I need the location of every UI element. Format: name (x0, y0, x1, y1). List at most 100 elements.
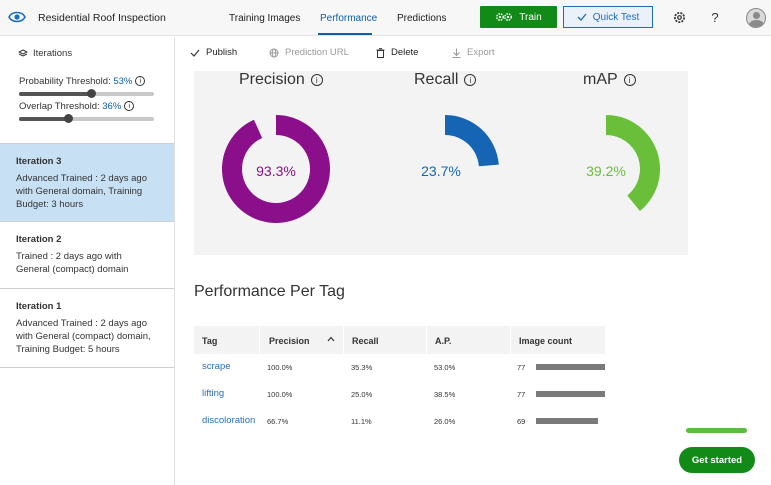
overlap-threshold-slider[interactable] (19, 114, 154, 123)
sort-ascending-icon[interactable] (327, 336, 335, 342)
info-icon[interactable]: i (464, 74, 477, 86)
slider-fill (19, 92, 91, 96)
column-header-image-count[interactable]: Image count (519, 336, 573, 346)
precision-value: 93.3% (256, 163, 296, 179)
user-avatar[interactable] (746, 8, 766, 28)
info-icon[interactable]: i (135, 76, 146, 87)
gauge-arc (445, 115, 499, 167)
column-header-precision[interactable]: Precision (269, 336, 310, 346)
quick-test-button[interactable]: Quick Test (563, 6, 653, 28)
gears-icon (496, 13, 513, 21)
top-bar: Residential Roof Inspection Training Ima… (0, 0, 771, 36)
checkmark-icon (577, 13, 587, 21)
info-icon[interactable]: i (310, 74, 323, 86)
column-header-ap[interactable]: A.P. (435, 336, 452, 346)
precision-cell: 66.7% (267, 417, 289, 426)
image-count-bar (536, 391, 605, 397)
table-row: scrape 100.0% 35.3% 53.0% 77 (194, 354, 605, 381)
getting-started-progress (686, 428, 747, 433)
iteration-description: Advanced Trained : 2 days ago with Gener… (16, 318, 151, 355)
settings-gear-icon[interactable] (672, 10, 686, 24)
slider-fill (19, 117, 68, 121)
gauge-arc (222, 115, 330, 223)
map-value: 39.2% (586, 163, 626, 179)
get-started-button[interactable]: Get started (679, 447, 755, 473)
prediction-url-label: Prediction URL (285, 47, 349, 58)
globe-icon (269, 48, 279, 57)
download-icon (452, 48, 461, 58)
table-row: lifting 100.0% 25.0% 38.5% 77 (194, 381, 605, 408)
export-button[interactable]: Export (452, 47, 494, 58)
probability-threshold-value: 53% (113, 76, 133, 87)
info-icon[interactable]: i (124, 101, 135, 112)
train-button[interactable]: Train (480, 6, 557, 28)
trash-icon (376, 47, 385, 58)
recall-gauge (445, 115, 499, 167)
column-header-recall[interactable]: Recall (352, 336, 379, 346)
gauge-arc (606, 115, 660, 212)
table-header-row: Tag Precision Recall A.P. Image count (194, 326, 605, 354)
map-title: mAP i (583, 71, 636, 89)
iteration-description: Trained : 2 days ago with General (compa… (16, 251, 129, 275)
probability-threshold-slider[interactable] (19, 89, 154, 98)
recall-value: 23.7% (421, 163, 461, 179)
quick-test-label: Quick Test (592, 11, 640, 23)
ap-cell: 38.5% (434, 390, 456, 399)
recall-cell: 35.3% (351, 363, 373, 372)
precision-gauge (222, 115, 330, 223)
recall-title: Recall i (414, 71, 477, 89)
app-title: Residential Roof Inspection (38, 12, 166, 24)
delete-label: Delete (391, 47, 419, 58)
tab-training-images[interactable]: Training Images (229, 13, 301, 24)
ap-cell: 26.0% (434, 417, 456, 426)
iterations-label: Iterations (33, 48, 73, 59)
overlap-threshold-label: Overlap Threshold: 36% i (19, 101, 135, 112)
ap-cell: 53.0% (434, 363, 456, 372)
train-label: Train (519, 11, 542, 23)
column-header-tag[interactable]: Tag (202, 336, 218, 346)
tag-link[interactable]: lifting (202, 388, 225, 399)
iteration-item-3[interactable]: Iteration 3 Advanced Trained : 2 days ag… (0, 143, 174, 222)
prediction-url-button[interactable]: Prediction URL (269, 47, 349, 58)
iteration-name: Iteration 3 (16, 156, 62, 167)
export-label: Export (467, 47, 495, 58)
info-icon[interactable]: i (623, 74, 636, 86)
performance-per-tag-title: Performance Per Tag (194, 283, 345, 300)
help-question-icon[interactable]: ? (711, 9, 719, 25)
table-row: discoloration 66.7% 11.1% 26.0% 69 (194, 408, 605, 435)
tab-predictions[interactable]: Predictions (397, 13, 447, 24)
image-count-cell: 69 (517, 417, 526, 426)
publish-label: Publish (206, 47, 238, 58)
recall-cell: 11.1% (351, 417, 372, 426)
iterations-sidebar: Iterations Probability Threshold: 53% i O… (0, 37, 175, 485)
image-count-bar (536, 364, 605, 370)
precision-title: Precision i (239, 71, 323, 89)
iteration-item-1[interactable]: Iteration 1 Advanced Trained : 2 days ag… (0, 289, 174, 368)
iteration-item-2[interactable]: Iteration 2 Trained : 2 days ago with Ge… (0, 222, 174, 289)
iteration-name: Iteration 1 (16, 301, 62, 312)
iteration-name: Iteration 2 (16, 234, 62, 245)
precision-cell: 100.0% (267, 390, 293, 399)
image-count-cell: 77 (517, 390, 526, 399)
recall-cell: 25.0% (351, 390, 373, 399)
checkmark-icon (190, 49, 200, 57)
slider-thumb[interactable] (63, 114, 73, 123)
image-count-cell: 77 (517, 363, 526, 372)
iteration-description: Advanced Trained : 2 days ago with Gener… (16, 173, 147, 210)
layers-icon (18, 49, 28, 57)
overlap-threshold-value: 36% (102, 101, 122, 112)
active-tab-underline (318, 33, 372, 35)
delete-button[interactable]: Delete (376, 47, 418, 58)
image-count-bar (536, 418, 598, 424)
slider-thumb[interactable] (86, 89, 96, 98)
map-gauge (606, 115, 660, 212)
eye-logo-icon[interactable] (8, 9, 26, 25)
iterations-header: Iterations (18, 48, 72, 59)
tab-performance[interactable]: Performance (320, 13, 378, 24)
tag-link[interactable]: scrape (202, 361, 231, 372)
tag-link[interactable]: discoloration (202, 415, 256, 426)
metrics-panel: Precision i Recall i mAP i 93.3% 23.7% 39.2… (194, 71, 688, 255)
probability-threshold-label: Probability Threshold: 53% i (19, 76, 146, 87)
publish-button[interactable]: Publish (190, 47, 237, 58)
precision-cell: 100.0% (267, 363, 293, 372)
